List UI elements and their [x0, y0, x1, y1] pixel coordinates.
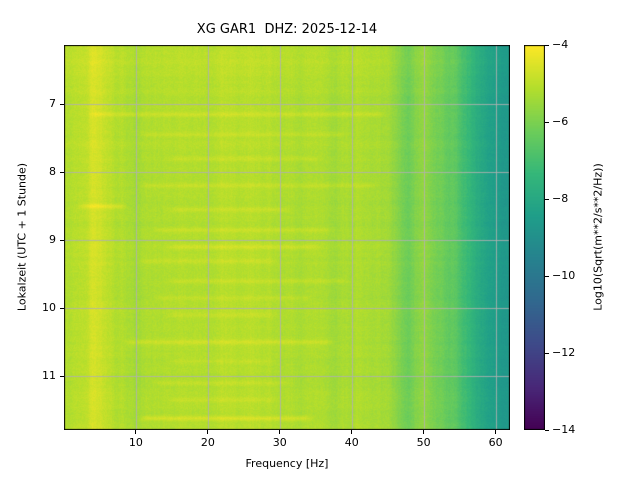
colorbar-tick-label: −14 — [552, 423, 576, 436]
x-tick-mark — [135, 430, 137, 434]
spectrogram-heatmap — [64, 45, 510, 430]
colorbar-tick-label: −10 — [552, 269, 576, 282]
colorbar-tick-mark — [545, 352, 549, 354]
colorbar-label: Log10(Sqrt(m**2/s**2/Hz)) — [591, 163, 605, 311]
x-tick-label: 10 — [128, 436, 143, 449]
y-tick-mark — [60, 375, 64, 377]
x-tick-label: 50 — [416, 436, 431, 449]
y-tick-label: 9 — [49, 233, 56, 247]
chart-title: XG GAR1 DHZ: 2025-12-14 — [196, 22, 378, 37]
x-tick-label: 40 — [344, 436, 359, 449]
colorbar-tick-mark — [545, 429, 549, 431]
colorbar-tick-label: −6 — [552, 115, 569, 128]
y-tick-label: 7 — [49, 97, 56, 111]
y-tick-label: 11 — [42, 369, 56, 383]
y-tick-label: 10 — [42, 301, 56, 315]
colorbar-tick-label: −12 — [552, 346, 576, 359]
y-tick-mark — [60, 239, 64, 241]
colorbar-tick-mark — [545, 121, 549, 123]
colorbar — [524, 45, 545, 430]
colorbar-tick-mark — [545, 44, 549, 46]
x-tick-mark — [351, 430, 353, 434]
x-tick-mark — [279, 430, 281, 434]
colorbar-tick-mark — [545, 198, 549, 200]
colorbar-tick-label: −4 — [552, 38, 569, 51]
x-tick-label: 30 — [272, 436, 287, 449]
x-tick-mark — [207, 430, 209, 434]
x-tick-mark — [423, 430, 425, 434]
x-axis-label: Frequency [Hz] — [245, 457, 329, 470]
y-tick-mark — [60, 307, 64, 309]
colorbar-tick-mark — [545, 275, 549, 277]
y-tick-mark — [60, 171, 64, 173]
y-axis-label: Lokalzeit (UTC + 1 Stunde) — [15, 162, 29, 312]
x-tick-label: 20 — [200, 436, 215, 449]
y-tick-mark — [60, 103, 64, 105]
x-tick-mark — [495, 430, 497, 434]
x-tick-label: 60 — [488, 436, 503, 449]
y-tick-label: 8 — [49, 165, 56, 179]
colorbar-tick-label: −8 — [552, 192, 569, 205]
